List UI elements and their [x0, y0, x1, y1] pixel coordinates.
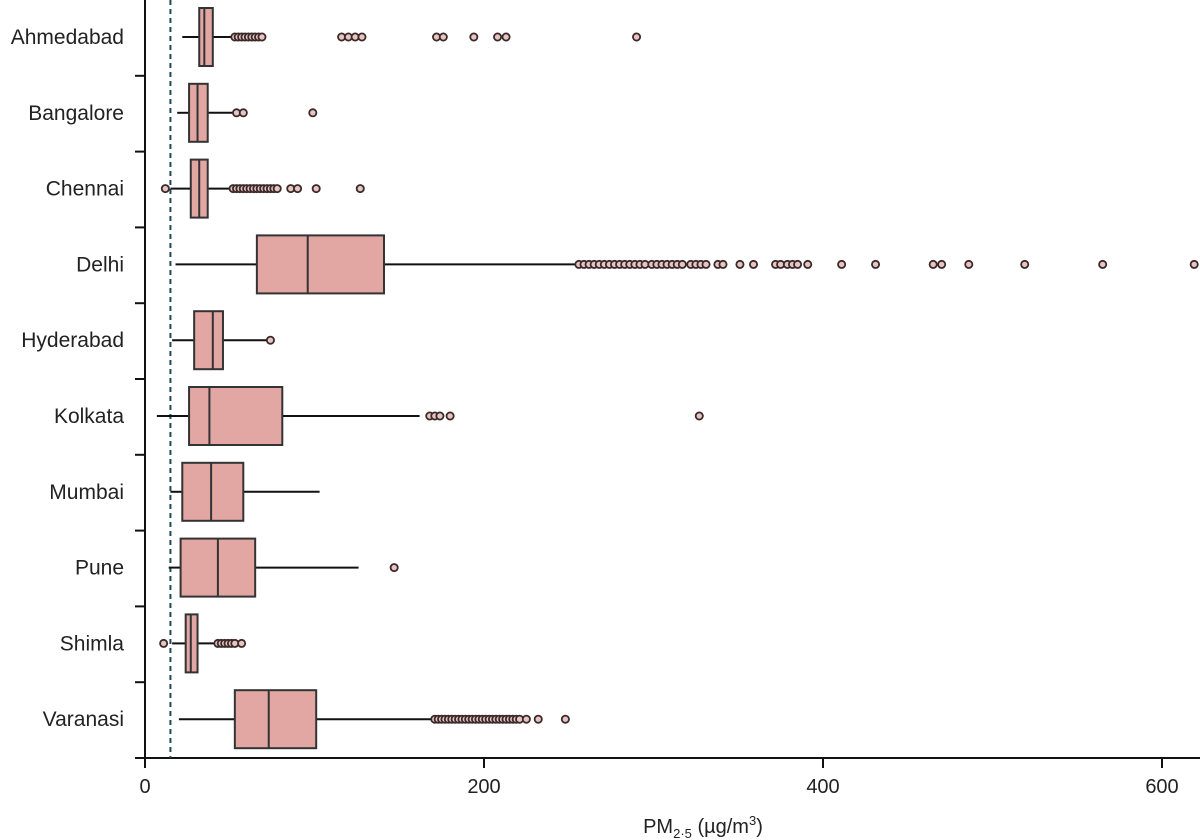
x-axis-title: PM2·5 (µg/m3) — [643, 813, 763, 840]
x-axis-title-subscript: 2·5 — [673, 826, 692, 840]
boxes-layer — [156, 7, 1199, 750]
outlier-point — [469, 32, 479, 42]
outlier-point — [677, 259, 687, 269]
box-group-chennai — [160, 158, 365, 219]
outlier-point — [793, 259, 803, 269]
box — [255, 234, 385, 295]
box-group-ahmedabad — [182, 7, 642, 67]
outlier-point — [357, 32, 367, 42]
category-label: Varanasi — [43, 708, 124, 731]
box — [181, 461, 245, 522]
box-group-pune — [168, 537, 399, 598]
category-label: Hyderabad — [21, 329, 124, 352]
outlier-point — [438, 32, 448, 42]
x-tick-label: 0 — [139, 776, 150, 798]
category-label: Ahmedabad — [11, 26, 124, 49]
category-label: Kolkata — [54, 405, 124, 428]
x-axis-title-superscript: 3 — [749, 813, 756, 828]
outlier-point — [257, 32, 267, 42]
x-tick-label: 400 — [806, 776, 839, 798]
outlier-point — [749, 259, 759, 269]
box-group-bangalore — [177, 82, 318, 143]
box — [193, 310, 224, 371]
category-label: Chennai — [46, 178, 124, 201]
category-label: Mumbai — [49, 481, 124, 504]
outlier-point — [701, 259, 711, 269]
category-label: Delhi — [76, 253, 124, 276]
x-axis-title-unit: (µg/m — [692, 816, 749, 838]
box-group-hyderabad — [172, 310, 275, 371]
outlier-point — [160, 184, 170, 194]
outlier-point — [493, 32, 503, 42]
outlier-point — [237, 638, 247, 648]
outlier-point — [308, 108, 318, 118]
category-label: Shimla — [60, 632, 125, 655]
outlier-point — [1189, 259, 1199, 269]
box — [233, 689, 318, 750]
box-group-shimla — [159, 613, 247, 674]
box-group-delhi — [175, 234, 1199, 295]
labels-layer: 0 200 400 600 Ahmedabad Bangalore Chennai Delhi… — [11, 26, 1179, 798]
outlier-point — [837, 259, 847, 269]
x-axis-title-close: ) — [756, 816, 763, 838]
box — [198, 7, 214, 67]
category-label: Pune — [75, 557, 124, 580]
x-tick-label: 200 — [467, 776, 500, 798]
outlier-point — [521, 714, 531, 724]
outlier-point — [435, 411, 445, 421]
outlier-point — [632, 32, 642, 42]
box-group-varanasi — [178, 689, 570, 750]
outlier-point — [928, 259, 938, 269]
outlier-point — [1098, 259, 1108, 269]
outlier-point — [718, 259, 728, 269]
outlier-point — [735, 259, 745, 269]
outlier-point — [389, 563, 399, 573]
outlier-point — [311, 184, 321, 194]
outlier-point — [803, 259, 813, 269]
outlier-point — [293, 184, 303, 194]
category-label: Bangalore — [28, 102, 124, 125]
outlier-point — [355, 184, 365, 194]
outlier-point — [694, 411, 704, 421]
outlier-point — [265, 335, 275, 345]
outlier-point — [871, 259, 881, 269]
outlier-point — [1020, 259, 1030, 269]
axes-layer — [135, 0, 1200, 768]
outlier-point — [238, 108, 248, 118]
x-tick-label: 600 — [1145, 776, 1178, 798]
x-axis-title-main: PM — [643, 816, 673, 838]
outlier-point — [560, 714, 570, 724]
outlier-point — [501, 32, 511, 42]
outlier-point — [964, 259, 974, 269]
box — [188, 386, 284, 446]
outlier-point — [533, 714, 543, 724]
outlier-point — [159, 638, 169, 648]
outlier-point — [445, 411, 455, 421]
outlier-point — [272, 184, 282, 194]
box-group-mumbai — [170, 461, 320, 522]
box-group-kolkata — [156, 386, 704, 446]
outlier-point — [937, 259, 947, 269]
